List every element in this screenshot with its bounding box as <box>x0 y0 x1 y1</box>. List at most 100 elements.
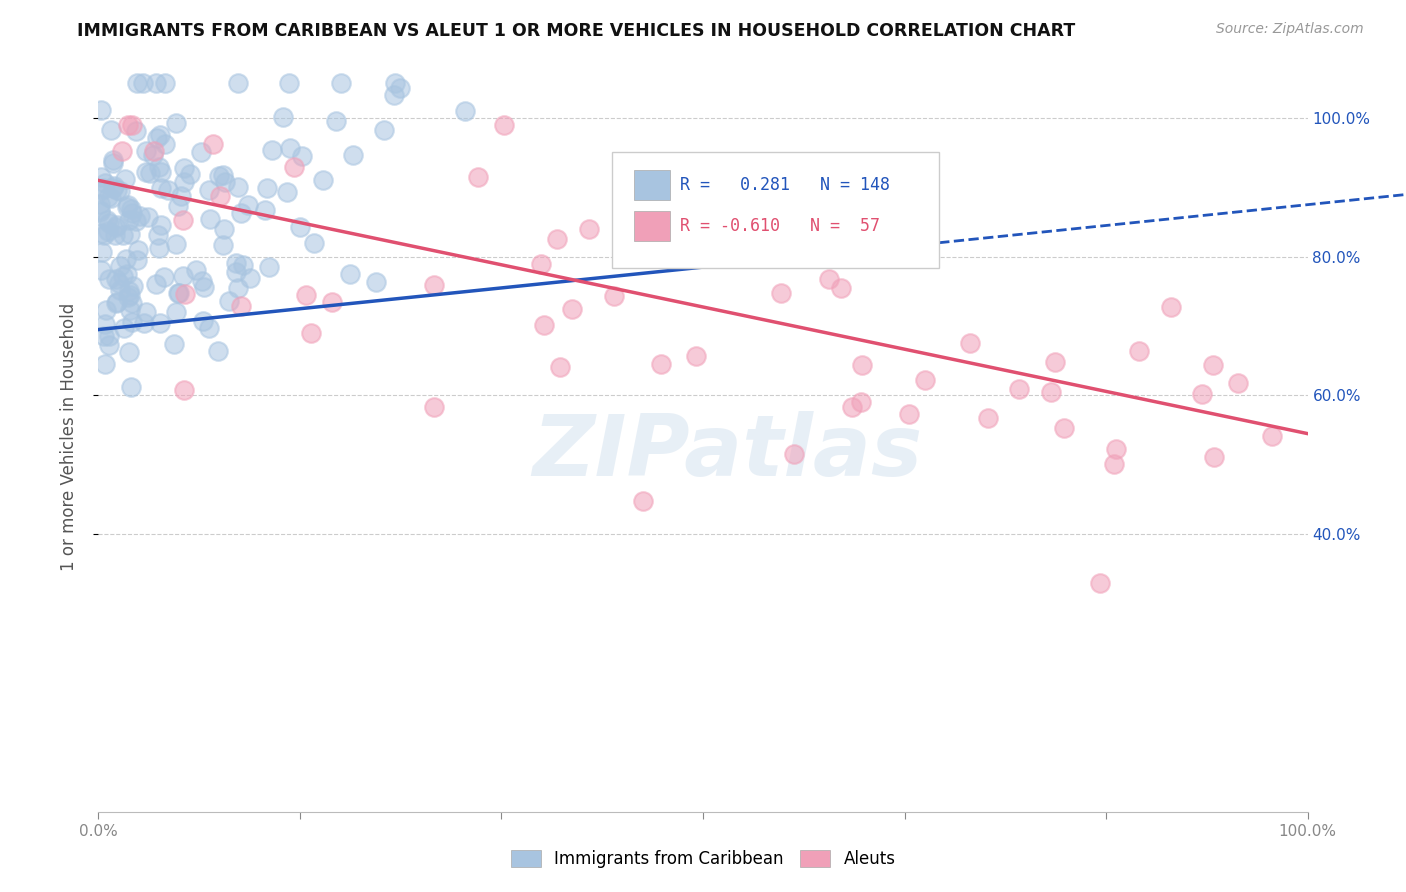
Point <box>288 220 311 235</box>
Point <box>135 165 157 179</box>
Point <box>165 116 187 130</box>
Point <box>423 277 446 292</box>
Point <box>603 288 626 302</box>
Point <box>278 141 301 155</box>
Text: R = -0.610   N =  57: R = -0.610 N = 57 <box>681 217 880 235</box>
Point <box>225 256 247 270</box>
Point <box>173 161 195 175</box>
Point <box>89 205 111 219</box>
Point <box>149 165 172 179</box>
Point <box>191 314 214 328</box>
Point <box>533 318 555 333</box>
Point <box>135 144 157 158</box>
Point <box>1102 457 1125 471</box>
Point <box>278 76 301 90</box>
Point <box>1226 376 1249 390</box>
Point <box>96 303 118 318</box>
Point <box>100 191 122 205</box>
Point <box>291 149 314 163</box>
Point <box>110 283 132 297</box>
Point <box>914 374 936 388</box>
Text: ZIPatlas: ZIPatlas <box>531 410 922 493</box>
Point <box>198 320 221 334</box>
Point <box>122 278 145 293</box>
Point <box>198 212 221 227</box>
Point <box>302 235 325 250</box>
FancyBboxPatch shape <box>634 211 671 241</box>
Point <box>118 284 141 298</box>
Point <box>226 76 249 90</box>
Point <box>685 350 707 364</box>
Point <box>139 166 162 180</box>
Point <box>382 88 405 103</box>
Point <box>212 168 235 182</box>
Point <box>561 301 583 316</box>
Point <box>342 148 364 162</box>
Point <box>145 277 167 291</box>
Point <box>212 222 235 236</box>
Point <box>1105 442 1128 456</box>
Point <box>325 114 347 128</box>
Point <box>467 169 489 184</box>
Point <box>170 189 193 203</box>
Point <box>117 197 139 211</box>
Point <box>782 447 804 461</box>
Point <box>93 329 115 343</box>
Point <box>118 302 141 317</box>
Point <box>118 345 141 359</box>
Point <box>146 228 169 243</box>
Point <box>125 214 148 228</box>
Point <box>225 265 247 279</box>
Point <box>90 169 112 184</box>
Point <box>959 335 981 350</box>
Point <box>172 212 194 227</box>
Point <box>218 294 240 309</box>
Point <box>830 281 852 295</box>
Point <box>851 358 873 372</box>
Legend: Immigrants from Caribbean, Aleuts: Immigrants from Caribbean, Aleuts <box>503 843 903 875</box>
Point <box>283 160 305 174</box>
Point <box>103 156 125 170</box>
Point <box>869 198 891 212</box>
Point <box>97 328 120 343</box>
Point <box>366 275 388 289</box>
Point <box>631 494 654 508</box>
Point <box>231 206 253 220</box>
Point <box>229 299 252 313</box>
Point <box>117 118 139 132</box>
Point <box>299 326 322 340</box>
Point <box>112 320 135 334</box>
Point <box>236 198 259 212</box>
Point <box>111 227 134 242</box>
Point <box>104 228 127 243</box>
Point <box>232 259 254 273</box>
Point <box>98 272 121 286</box>
Point <box>166 199 188 213</box>
Point <box>226 180 249 194</box>
Point <box>111 268 134 283</box>
Point <box>104 295 127 310</box>
Point <box>256 181 278 195</box>
Point <box>101 153 124 167</box>
Point <box>135 305 157 319</box>
Point <box>150 181 173 195</box>
Point <box>208 169 231 183</box>
Point <box>104 272 127 286</box>
Point <box>105 219 128 233</box>
Point <box>125 76 148 90</box>
Point <box>167 286 190 301</box>
Point <box>153 76 176 90</box>
Point <box>254 202 277 217</box>
Point <box>111 145 134 159</box>
Point <box>100 123 122 137</box>
Point <box>184 263 207 277</box>
Text: IMMIGRANTS FROM CARIBBEAN VS ALEUT 1 OR MORE VEHICLES IN HOUSEHOLD CORRELATION C: IMMIGRANTS FROM CARIBBEAN VS ALEUT 1 OR … <box>77 22 1076 40</box>
Point <box>132 76 155 90</box>
Point <box>818 272 841 286</box>
Y-axis label: 1 or more Vehicles in Household: 1 or more Vehicles in Household <box>59 303 77 571</box>
Point <box>121 206 143 220</box>
Point <box>191 274 214 288</box>
Point <box>141 148 163 162</box>
FancyBboxPatch shape <box>613 153 939 268</box>
Point <box>165 304 187 318</box>
